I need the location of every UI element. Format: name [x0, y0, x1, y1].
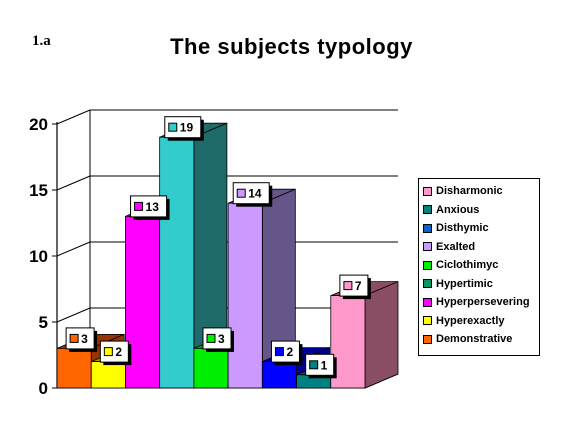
data-label-demonstrative: 3 [81, 332, 88, 346]
gridline-depth [56, 241, 91, 257]
legend-item: Hyperpersevering [423, 293, 535, 312]
data-label-exalted: 14 [248, 187, 262, 201]
legend-label: Ciclothimyc [436, 259, 499, 272]
data-label-box-disharmonic [339, 274, 369, 297]
chart-title: The subjects typology [170, 34, 413, 59]
legend-swatch [423, 297, 432, 307]
legend-swatch [423, 279, 432, 289]
chart-legend: Disharmonic Anxious Disthymic Exalted Ciclot… [418, 178, 540, 356]
data-label-key-anxious [309, 360, 319, 370]
legend-swatch [423, 334, 432, 344]
data-label-box-hyperexactly [99, 340, 129, 363]
y-tick-label: 15 [29, 181, 48, 200]
legend-label: Anxious [436, 203, 480, 216]
bar-disthymic [261, 361, 297, 389]
gridline-depth [56, 307, 91, 323]
legend-label: Disharmonic [436, 185, 503, 198]
legend-item: Hypertimic [423, 275, 535, 294]
bar-hyperexactly [90, 361, 126, 389]
legend-swatch [423, 316, 432, 326]
bar-ciclothimyc [193, 347, 229, 389]
figure-label: 1.a [32, 33, 51, 49]
legend-label: Hyperpersevering [436, 296, 530, 309]
legend-label: Demonstrative [436, 333, 513, 346]
data-label-anxious: 1 [321, 358, 328, 372]
data-label-box-demonstrative [65, 327, 95, 350]
legend-label: Disthymic [436, 222, 489, 235]
data-label-hyperexactly: 2 [115, 345, 122, 359]
data-label-box-disthymic [270, 340, 300, 363]
data-label-box-exalted [232, 182, 270, 205]
legend-label: Hypertimic [436, 277, 493, 290]
data-label-box-hyperpersevering [130, 195, 168, 218]
bar-hypertimic [159, 136, 195, 389]
bar-exalted [227, 202, 263, 389]
data-label-key-exalted [236, 188, 246, 198]
data-label-box-ciclothimyc [202, 327, 232, 350]
data-label-disthymic: 2 [286, 345, 293, 359]
data-label-key-demonstrative [69, 333, 79, 343]
legend-swatch [423, 260, 432, 270]
bar-demonstrative [56, 347, 92, 389]
y-tick-label: 10 [29, 247, 48, 266]
legend-item: Anxious [423, 201, 535, 220]
data-label-key-disharmonic [343, 281, 353, 291]
legend-item: Disthymic [423, 219, 535, 238]
data-label-disharmonic: 7 [355, 279, 362, 293]
legend-swatch [423, 242, 432, 252]
legend-item: Ciclothimyc [423, 256, 535, 275]
gridline-depth [56, 109, 91, 125]
legend-label: Hyperexactly [436, 314, 505, 327]
legend-swatch [423, 223, 432, 233]
data-label-box-hypertimic [164, 116, 202, 139]
data-label-key-hyperexactly [103, 347, 113, 357]
data-label-ciclothimyc: 3 [218, 332, 225, 346]
y-tick-label: 0 [39, 379, 48, 398]
y-tick-label: 20 [29, 115, 48, 134]
legend-label: Exalted [436, 240, 476, 253]
y-tick-label: 5 [39, 313, 48, 332]
legend-item: Disharmonic [423, 182, 535, 201]
data-label-key-disthymic [274, 347, 284, 357]
legend-item: Demonstrative [423, 330, 535, 349]
legend-swatch [423, 205, 432, 215]
data-label-hypertimic: 19 [180, 121, 194, 135]
gridline-depth [56, 175, 91, 191]
data-label-key-hypertimic [168, 122, 178, 132]
legend-item: Exalted [423, 238, 535, 257]
data-label-key-hyperpersevering [134, 201, 144, 211]
data-label-key-ciclothimyc [206, 333, 216, 343]
data-label-hyperpersevering: 13 [146, 200, 160, 214]
data-label-box-anxious [305, 353, 335, 376]
legend-item: Hyperexactly [423, 312, 535, 331]
legend-swatch [423, 186, 432, 196]
